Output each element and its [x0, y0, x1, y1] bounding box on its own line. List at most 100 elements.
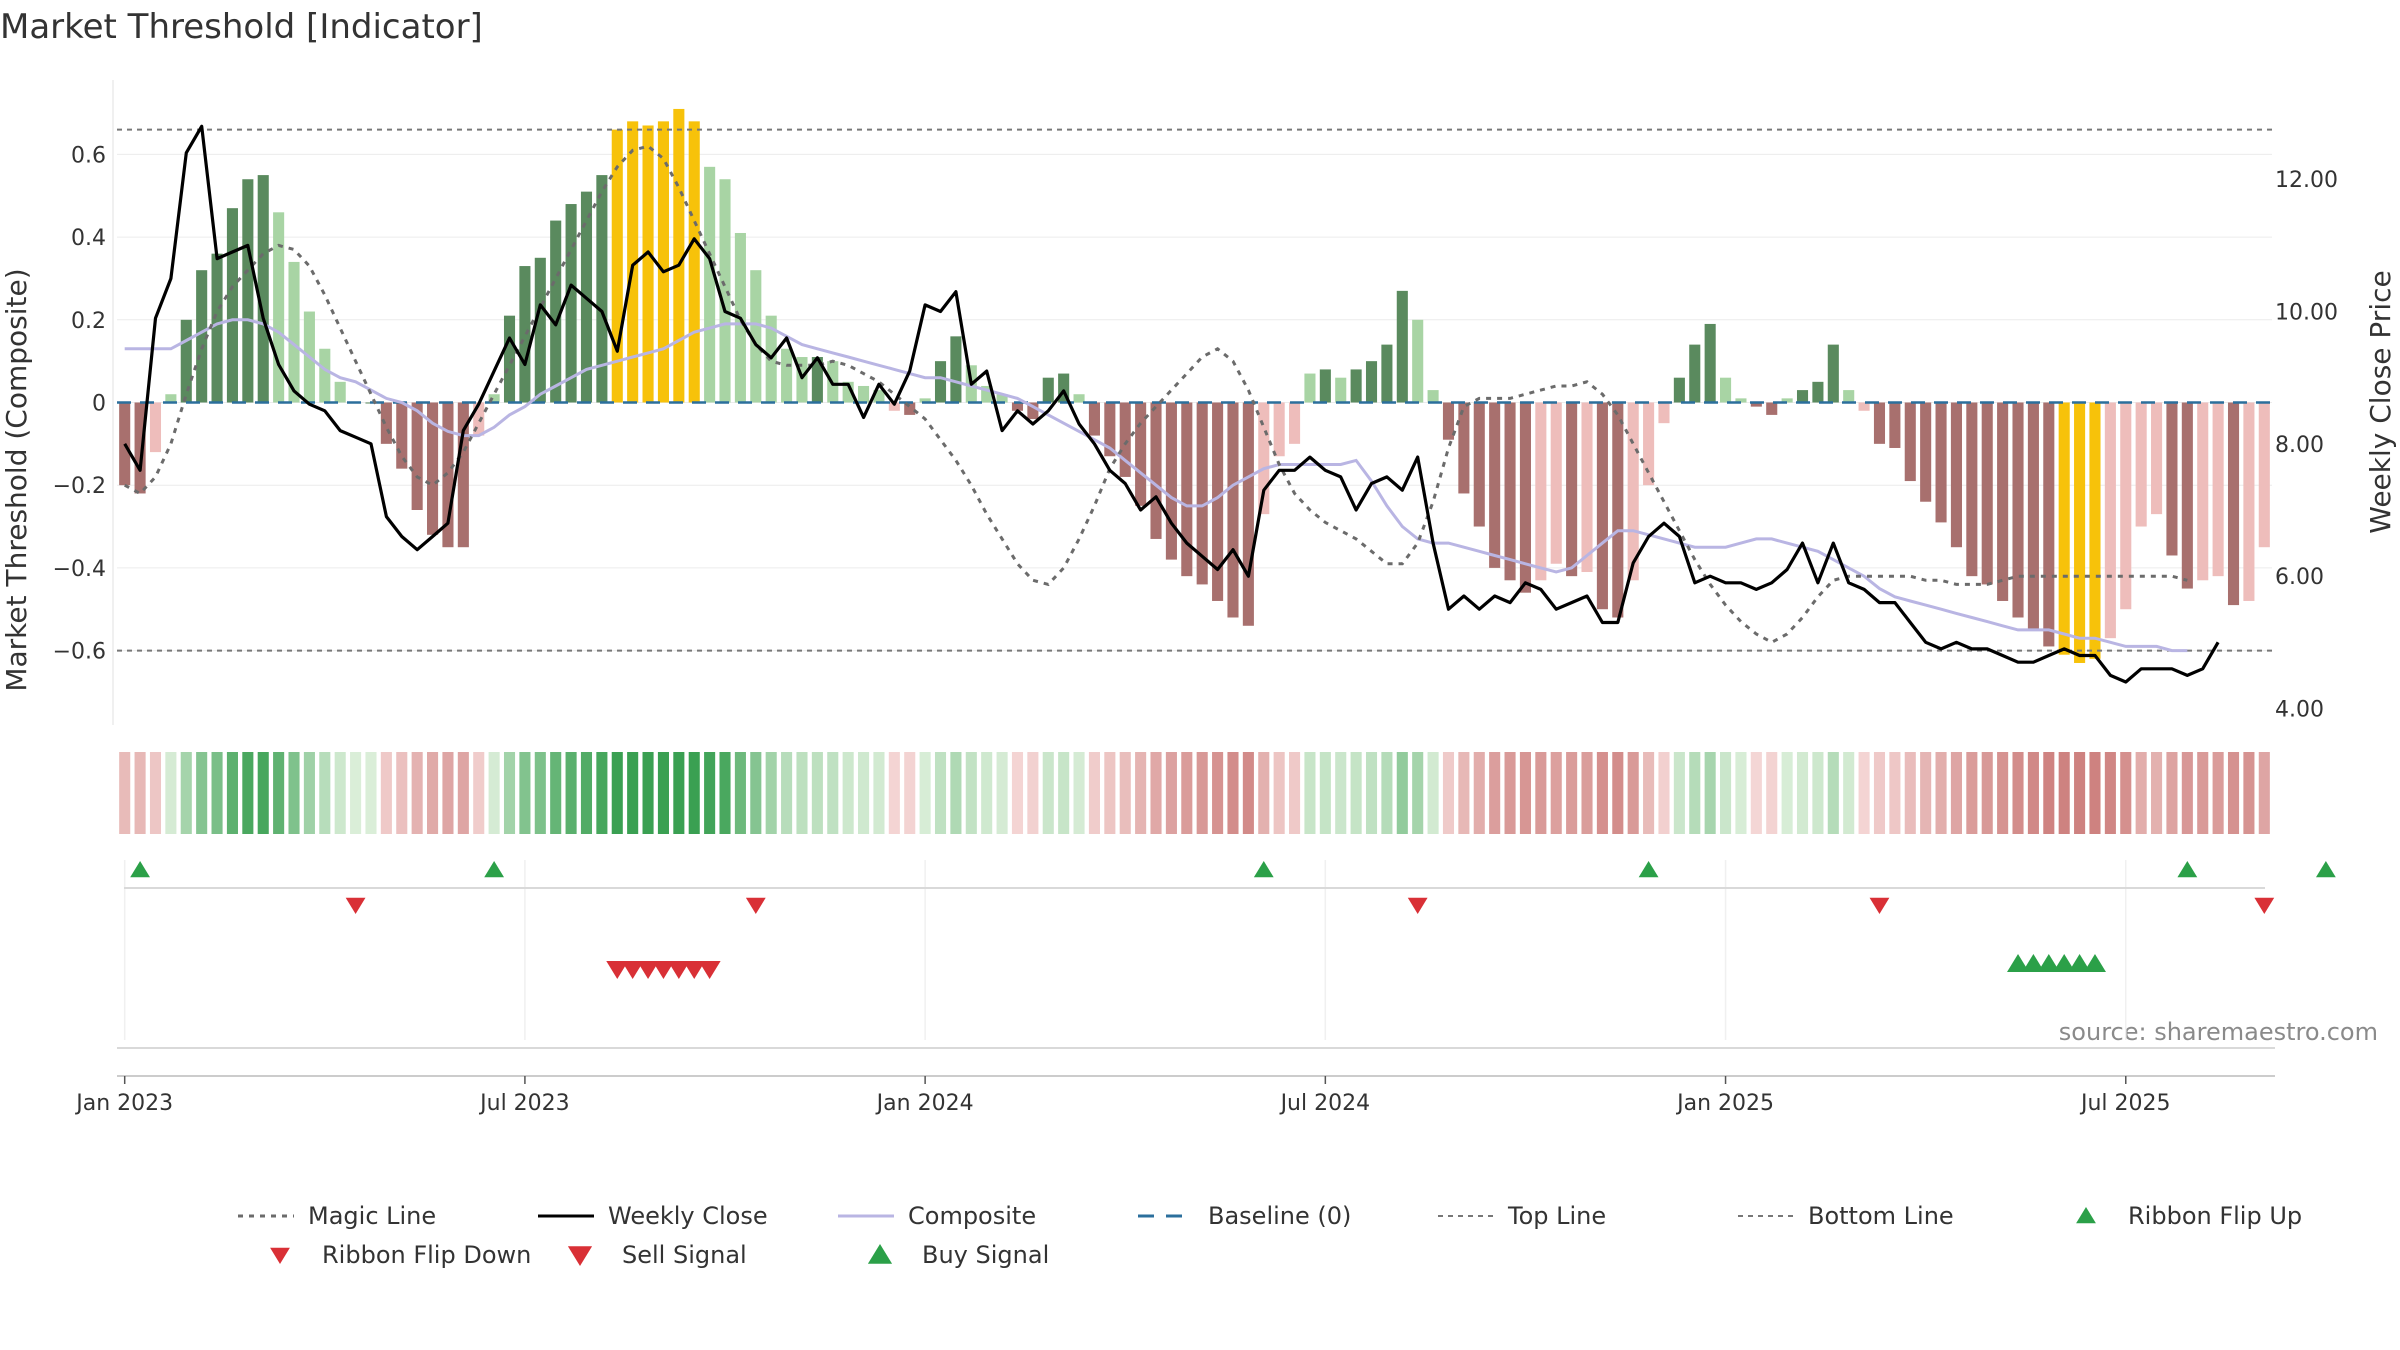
- histogram-bar: [1981, 402, 1993, 585]
- ribbon-cell: [488, 752, 500, 834]
- histogram-bar: [503, 315, 516, 403]
- chart-title: Market Threshold [Indicator]: [0, 7, 483, 47]
- x-tick-labels: Jan 2023 Jul 2023 Jan 2024 Jul 2024 Jan 2025…: [74, 1076, 2171, 1116]
- ribbon-cell: [180, 752, 192, 834]
- left-tick-label: 0: [92, 392, 106, 417]
- histogram-bar: [442, 402, 454, 548]
- sell-signal-marker: [621, 961, 644, 979]
- histogram-bar: [1612, 402, 1624, 618]
- histogram-bar: [642, 125, 654, 403]
- sell-signal-marker: [667, 961, 690, 979]
- composite-line: [124, 318, 2188, 653]
- ribbon-cell: [2197, 752, 2209, 834]
- ribbon-cell: [1904, 752, 1916, 834]
- ribbon-cell: [149, 752, 162, 834]
- ribbon-cell: [365, 752, 377, 834]
- histogram-bar: [2058, 402, 2070, 655]
- histogram-bar: [2258, 402, 2270, 548]
- legend-item-flipup: Ribbon Flip Up: [2076, 1202, 2302, 1230]
- ribbon-cell: [934, 752, 947, 834]
- histogram-bar: [1904, 402, 1916, 482]
- legend-label: Magic Line: [308, 1202, 436, 1230]
- histogram-bar: [288, 261, 300, 403]
- ribbon-cell: [611, 752, 623, 834]
- ribbon-cell: [427, 752, 439, 834]
- histogram-bar: [1689, 344, 1701, 403]
- ribbon-cell: [1827, 752, 1839, 834]
- ribbon-cell: [1750, 752, 1762, 834]
- ribbon-cell: [242, 752, 254, 834]
- ribbon-cell: [1042, 752, 1054, 834]
- legend-label: Baseline (0): [1208, 1202, 1351, 1230]
- histogram-bar: [1766, 402, 1778, 415]
- histogram-bar: [1412, 319, 1424, 403]
- legend-item-composite: Composite: [838, 1202, 1036, 1230]
- histogram-bar: [457, 402, 469, 548]
- histogram-bar: [1735, 398, 1747, 403]
- histogram-bar: [2104, 402, 2116, 639]
- ribbon-cell: [288, 752, 300, 834]
- legend-item-sell: Sell Signal: [567, 1241, 747, 1269]
- histogram-bar: [273, 212, 285, 403]
- legend-label: Top Line: [1507, 1202, 1606, 1230]
- sell-signal-marker: [606, 961, 629, 979]
- ribbon-cell: [565, 752, 577, 834]
- ribbon-cell: [2120, 752, 2132, 834]
- ribbon-cell: [1088, 752, 1100, 834]
- ribbon-cell: [1920, 752, 1932, 834]
- x-tick-label: Jul 2025: [2079, 1091, 2171, 1116]
- ribbon-cell: [2166, 752, 2178, 834]
- histogram-bar: [673, 108, 685, 403]
- legend-label: Bottom Line: [1808, 1202, 1954, 1230]
- histogram-bar: [719, 179, 731, 403]
- histogram-bar: [1535, 402, 1547, 581]
- histogram-bar: [1873, 402, 1886, 444]
- ribbon-cell: [1289, 752, 1301, 834]
- ribbon-cell: [1858, 752, 1870, 834]
- ribbon-cell: [1196, 752, 1208, 834]
- histogram-bar: [180, 319, 192, 403]
- ribbon-cell: [226, 752, 238, 834]
- histogram-bar: [1042, 377, 1054, 403]
- legend-swatch: [2076, 1207, 2096, 1224]
- ribbon-cell: [1489, 752, 1501, 834]
- sell-signal-marker: [683, 961, 706, 979]
- histogram-bar: [2074, 402, 2086, 663]
- histogram-bar: [1027, 402, 1039, 420]
- histogram-bar: [1150, 402, 1162, 539]
- ribbon-cell: [1535, 752, 1547, 834]
- grid-layer: [112, 80, 2272, 1040]
- ribbon-cell: [2089, 752, 2101, 834]
- histogram-bar: [2227, 402, 2240, 606]
- histogram-bar: [1458, 402, 1470, 494]
- histogram-bar: [1381, 344, 1393, 403]
- histogram-bar: [1843, 390, 1855, 403]
- ribbon-cell: [827, 752, 839, 834]
- ribbon-cell: [1504, 752, 1516, 834]
- ribbon-cell: [1673, 752, 1685, 834]
- weekly-close-line: [123, 124, 2220, 684]
- ribbon-cell: [442, 752, 454, 834]
- histogram-bar: [1196, 402, 1208, 585]
- histogram-bar: [904, 402, 916, 415]
- histogram-bar: [1627, 402, 1639, 581]
- histogram-bar: [1365, 361, 1378, 403]
- ribbon-cell: [196, 752, 208, 834]
- left-tick-label: 0.6: [71, 143, 106, 168]
- ribbon-cell: [1627, 752, 1639, 834]
- ribbon-cell: [2135, 752, 2147, 834]
- histogram-bar: [1519, 402, 1531, 593]
- histogram-bar: [149, 402, 162, 453]
- ribbon-cell: [1150, 752, 1162, 834]
- ribbon-cell: [1950, 752, 1962, 834]
- histogram-bar: [1442, 402, 1455, 440]
- ribbon-cell: [473, 752, 485, 834]
- ribbon-cell: [1396, 752, 1408, 834]
- right-tick-label: 10.00: [2275, 301, 2338, 326]
- ribbon-cell: [1242, 752, 1254, 834]
- histogram-bar: [1658, 402, 1670, 424]
- ribbon-cell: [1319, 752, 1331, 834]
- ribbon-cell: [580, 752, 593, 834]
